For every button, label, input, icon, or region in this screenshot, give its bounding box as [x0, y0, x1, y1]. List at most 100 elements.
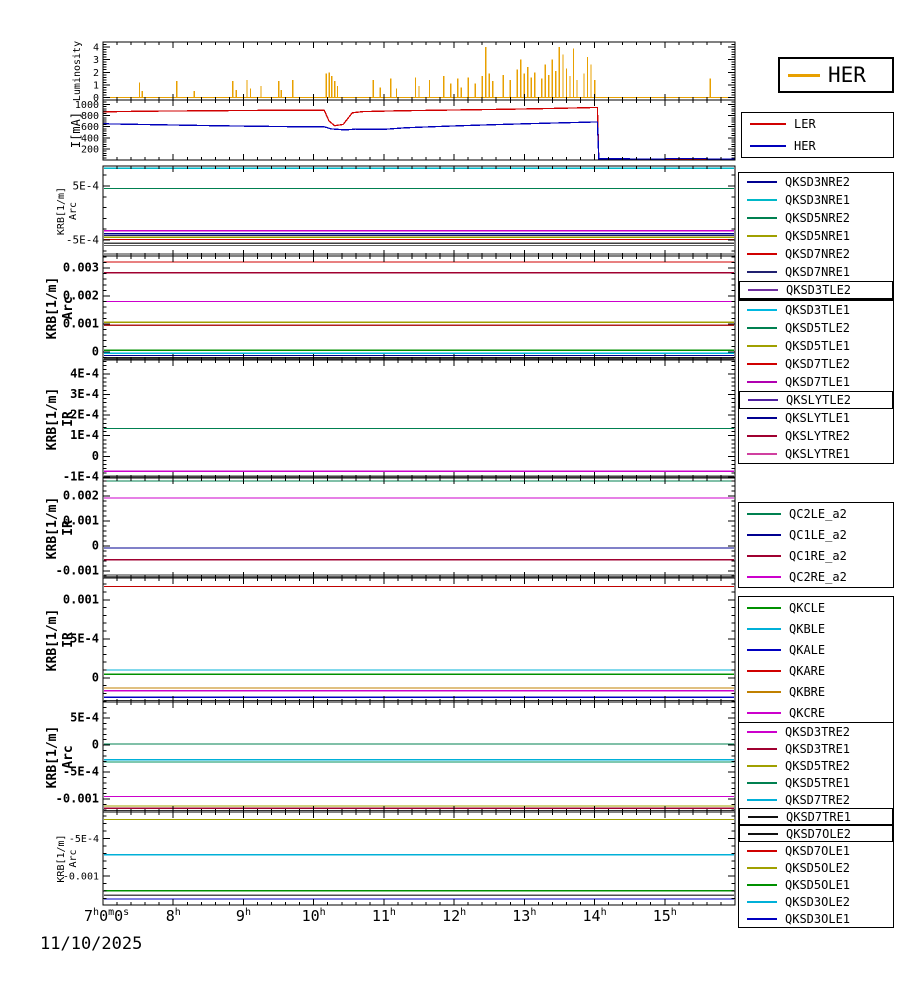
- x-tick-label: 15h: [652, 907, 677, 925]
- y-tick-label: -5E-4: [69, 834, 99, 845]
- legend-label: LER: [794, 117, 816, 131]
- legend-line-sample: [747, 345, 777, 347]
- y-tick-label: 0.002: [63, 489, 99, 503]
- legend-line-sample: [747, 575, 781, 578]
- y-tick-label: 0.001: [63, 592, 99, 606]
- y-axis-subtitle: Arc: [61, 296, 76, 319]
- legend-krb-ole: QKSD7OLE1 QKSD5OLE2 QKSD5OLE1 QKSD3OLE2 QKSD…: [738, 841, 894, 928]
- legend-label: QKSD3TLE1: [785, 303, 851, 317]
- legend-entry: HER: [742, 135, 893, 157]
- legend-label: QC1RE_a2: [789, 548, 847, 563]
- y-tick-label: -0.001: [56, 564, 99, 578]
- legend-entry: QC1RE_a2: [739, 545, 893, 566]
- y-axis-title: KRB[1/m]: [56, 834, 67, 882]
- y-tick-label: 1: [93, 80, 99, 91]
- y-axis-title: KRB[1/m]: [45, 388, 60, 451]
- legend-line-sample: [747, 512, 781, 515]
- legend-line-sample: [747, 199, 777, 201]
- legend-label: QKSD7TLE2: [785, 357, 851, 371]
- legend-entry: QKSD3TLE2: [739, 281, 893, 299]
- legend-entry: QKSD7OLE2: [739, 825, 893, 842]
- y-tick-label: 800: [81, 111, 99, 122]
- legend-label: HER: [828, 63, 866, 87]
- y-tick-label: 0.001: [63, 316, 99, 330]
- y-tick-label: 4E-4: [70, 366, 99, 380]
- y-axis-title: KRB[1/m]: [45, 497, 60, 560]
- y-axis-title: KRB[1/m]: [56, 187, 67, 235]
- legend-entry: QKSD5TRE2: [739, 757, 893, 774]
- legend-entry: QKSD3OLE1: [739, 910, 893, 927]
- legend-label: QKSD7OLE1: [785, 843, 851, 858]
- legend-label: HER: [794, 139, 816, 153]
- legend-line-sample: [747, 648, 781, 651]
- legend-label: QKSD3TRE2: [785, 724, 851, 739]
- y-tick-label: 0: [92, 344, 99, 358]
- legend-line-sample: [747, 363, 777, 365]
- legend-label: QC1LE_a2: [789, 527, 847, 542]
- legend-entry: QKSD3TLE1: [739, 301, 893, 319]
- legend-entry: QKSD7TRE1: [739, 808, 893, 825]
- legend-label: QKSD7OLE2: [786, 826, 852, 841]
- y-tick-label: 0: [93, 93, 99, 104]
- legend-line-sample: [788, 73, 820, 77]
- legend-entry: QKALE: [739, 639, 893, 660]
- legend-entry: QKCLE: [739, 597, 893, 618]
- legend-entry: QC2LE_a2: [739, 503, 893, 524]
- legend-line-sample: [747, 627, 781, 630]
- legend-her-luminosity: HER: [778, 57, 894, 93]
- legend-line-sample: [748, 815, 778, 818]
- y-tick-label: -1E-4: [63, 470, 99, 484]
- date-label: 11/10/2025: [40, 934, 143, 954]
- legend-entry: QKSD3NRE1: [739, 191, 893, 209]
- y-tick-label: -0.001: [63, 871, 99, 882]
- legend-line-sample: [747, 381, 777, 383]
- y-axis-title: I[mA]: [69, 112, 83, 148]
- legend-krb-tle: QKSD3TLE1 QKSD5TLE2 QKSD5TLE1 QKSD7TLE2 QKSD…: [738, 300, 894, 410]
- y-axis-title: KRB[1/m]: [45, 609, 60, 672]
- legend-qc: QC2LE_a2 QC1LE_a2 QC1RE_a2 QC2RE_a2: [738, 502, 894, 588]
- legend-label: QKSD3NRE1: [785, 193, 851, 207]
- legend-entry: QKSD5TLE2: [739, 319, 893, 337]
- x-tick-label: 11h: [371, 907, 396, 925]
- y-tick-label: 0: [92, 449, 99, 463]
- legend-entry: QKBLE: [739, 618, 893, 639]
- y-tick-label: -0.001: [56, 792, 99, 806]
- legend-label: QKSD5NRE2: [785, 211, 851, 225]
- legend-beam-current: LER HER: [741, 112, 894, 158]
- plot-frame-krb-arc-tre: [102, 701, 736, 813]
- y-axis-subtitle: IR: [61, 520, 76, 536]
- legend-line-sample: [747, 309, 777, 311]
- legend-label: QKSD5NRE1: [785, 229, 851, 243]
- x-tick-label: 9h: [235, 907, 251, 925]
- legend-label: QKSD3TRE1: [785, 741, 851, 756]
- legend-line-sample: [750, 145, 786, 147]
- y-tick-label: 1000: [75, 100, 99, 111]
- y-tick-label: 5E-4: [73, 180, 100, 193]
- y-axis-title: Luminosity: [72, 41, 83, 101]
- y-axis-subtitle: IR: [61, 632, 76, 648]
- legend-label: QKSD7TLE1: [785, 375, 851, 389]
- y-axis-subtitle: Arc: [68, 849, 79, 867]
- y-axis-subtitle: Arc: [61, 745, 76, 768]
- legend-qk: QKCLE QKBLE QKALE QKARE QKBRE QKCRE: [738, 596, 894, 724]
- legend-entry: QKSLYTLE1: [739, 409, 893, 427]
- legend-line-sample: [747, 235, 777, 237]
- y-tick-label: 1E-4: [70, 428, 99, 442]
- legend-krb-tre: QKSD3TRE2 QKSD3TRE1 QKSD5TRE2 QKSD5TRE1 QKSD…: [738, 722, 894, 843]
- legend-entry: QKSD3TRE1: [739, 740, 893, 757]
- legend-entry: LER: [742, 113, 893, 135]
- series-LER: [102, 106, 735, 161]
- legend-label: QKALE: [789, 642, 826, 657]
- legend-entry: QKSD5OLE1: [739, 876, 893, 893]
- y-tick-label: 5E-4: [70, 631, 99, 645]
- y-tick-label: -5E-4: [63, 765, 99, 779]
- legend-line-sample: [747, 271, 777, 273]
- legend-line-sample: [747, 533, 781, 536]
- plot-frame-krb-ir-qc: [102, 477, 736, 579]
- legend-entry: QKSLYTRE2: [739, 427, 893, 445]
- legend-label: QKSD5OLE2: [785, 860, 851, 875]
- legend-entry: QKSLYTLE2: [739, 391, 893, 409]
- legend-entry: QKSD3NRE2: [739, 173, 893, 191]
- y-tick-label: 200: [81, 144, 99, 155]
- y-tick-label: 2: [93, 68, 99, 79]
